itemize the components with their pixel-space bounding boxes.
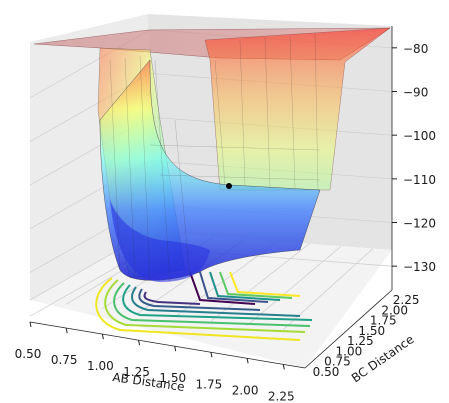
y-tick-label: 2.25: [393, 293, 420, 307]
x-tick-mark: [101, 334, 104, 340]
x-tick-mark: [65, 327, 68, 334]
x-tick-label: 2.25: [268, 389, 295, 403]
potential-surface: [33, 27, 391, 283]
trajectory-point: [226, 183, 232, 189]
axis-lines: [29, 26, 393, 369]
x-tick-mark: [210, 352, 213, 358]
x-tick-mark: [138, 340, 141, 346]
z-tick-label: −110: [403, 173, 436, 187]
x-tick-mark: [246, 358, 249, 364]
y-tick-label: 0.50: [313, 365, 340, 379]
z-tick-label: −90: [403, 86, 428, 100]
x-tick-label: 1.25: [123, 365, 150, 379]
y-axis-ticks: 0.500.751.001.251.501.752.002.25: [313, 293, 420, 379]
y-tick-label: 0.75: [324, 355, 351, 369]
y-tick-label: 1.00: [336, 344, 363, 358]
z-tick-label: −100: [403, 129, 436, 143]
x-tick-label: 1.50: [159, 371, 186, 385]
y-tick-label: 2.00: [381, 303, 408, 317]
floor-contours: [95, 271, 313, 341]
x-tick-label: 1.00: [87, 359, 114, 373]
z-tick-label: −130: [403, 260, 436, 274]
x-tick-mark: [29, 321, 32, 328]
z-axis-ticks: −80 −90 −100 −110 −120 −130: [392, 42, 436, 274]
z-tick-label: −80: [403, 42, 428, 56]
floor-grid-line: [246, 245, 342, 326]
x-tick-mark: [174, 346, 177, 352]
x-tick-label: 1.75: [196, 377, 223, 391]
y-tick-label: 1.75: [370, 314, 397, 328]
z-tick-label: −120: [403, 217, 436, 231]
y-tick-label: 1.50: [358, 324, 385, 338]
x-tick-mark: [282, 364, 285, 370]
x-tick-label: 2.00: [232, 383, 259, 397]
x-tick-label: 0.75: [51, 353, 78, 367]
y-tick-label: 1.25: [347, 334, 374, 348]
x-tick-label: 0.50: [15, 347, 42, 361]
x-axis-ticks: 0.50 0.75 1.00 1.25 1.50 1.75 2.00 2.25: [15, 321, 295, 403]
